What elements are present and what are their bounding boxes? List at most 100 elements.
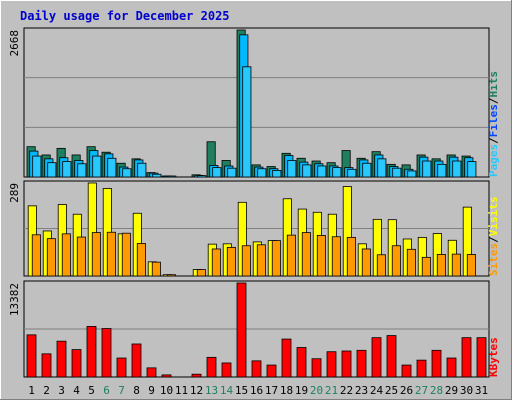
bar-pages-day-28 [437,163,447,178]
bar-sites-day-10 [166,274,176,277]
bar-pages-day-1 [32,155,42,178]
x-tick-label-day-24: 24 [370,384,384,397]
side-label-hits: Hits [487,71,500,98]
x-tick-label-day-2: 2 [43,384,50,397]
x-tick-label-day-28: 28 [430,384,443,397]
bar-kbytes-day-23 [356,349,367,378]
bar-sites-day-24 [376,254,386,277]
bar-kbytes-day-4 [71,349,82,378]
bar-pages-day-10 [167,175,177,178]
bar-pages-day-9 [152,173,162,178]
side-label-hits-files-pages: Pages/Files/Hits [487,71,500,177]
bar-kbytes-day-14 [221,362,232,378]
bar-pages-day-27 [422,160,432,178]
bar-sites-day-19 [301,232,311,277]
bar-kbytes-day-25 [386,335,397,378]
side-label-separator: / [487,137,500,144]
x-tick-label-day-21: 21 [325,384,338,397]
x-tick-label-day-4: 4 [73,384,80,397]
bar-sites-day-30 [466,254,476,277]
x-tick-label-day-11: 11 [175,384,188,397]
bar-sites-day-15 [241,245,251,277]
x-tick-label-day-27: 27 [415,384,428,397]
ymax-label: 289 [8,183,21,203]
bar-kbytes-day-17 [266,364,277,378]
x-tick-label-day-29: 29 [445,384,458,397]
side-label-visits-sites: Sites/Visits [487,197,500,277]
x-tick-label-day-6: 6 [103,384,110,397]
x-tick-label-day-12: 12 [190,384,203,397]
bar-sites-day-13 [211,248,221,277]
x-tick-label-day-7: 7 [118,384,125,397]
bar-kbytes-day-1 [26,334,37,378]
bar-sites-day-20 [316,235,326,277]
bar-pages-day-13 [212,167,222,178]
bar-sites-day-7 [121,232,131,277]
bar-kbytes-day-29 [446,357,457,378]
bar-sites-day-26 [406,248,416,277]
bar-pages-day-20 [317,165,327,178]
x-tick-label-day-3: 3 [58,384,65,397]
x-tick-label-day-20: 20 [310,384,323,397]
side-label-separator: / [487,236,500,243]
bar-kbytes-day-21 [326,351,337,378]
bar-sites-day-25 [391,245,401,277]
x-tick-label-day-14: 14 [220,384,234,397]
bar-kbytes-day-26 [401,364,412,378]
bar-pages-day-4 [77,163,87,178]
bar-pages-day-14 [227,167,237,178]
side-label-sites: Sites [487,243,500,276]
bar-pages-day-18 [287,160,297,178]
bar-kbytes-day-19 [296,347,307,378]
bar-kbytes-day-30 [461,337,472,378]
x-tick-label-day-5: 5 [88,384,95,397]
bar-kbytes-day-20 [311,358,322,378]
bar-pages-day-19 [302,164,312,178]
bar-sites-day-2 [46,238,56,277]
x-tick-label-day-19: 19 [295,384,308,397]
bar-sites-day-3 [61,233,71,277]
bar-pages-day-12 [197,175,207,178]
bar-sites-day-17 [271,240,281,277]
side-label-kbytes: KBytes [487,337,500,377]
ymax-label: 13382 [8,283,21,316]
bar-pages-day-8 [137,162,147,178]
bar-sites-day-27 [421,256,431,277]
x-tick-label-day-8: 8 [133,384,140,397]
bar-pages-day-29 [452,160,462,178]
x-tick-label-day-15: 15 [235,384,248,397]
bar-pages-day-15 [242,66,252,178]
bar-kbytes-day-10 [161,374,172,378]
bar-pages-day-5 [92,155,102,178]
bar-sites-day-16 [256,244,266,277]
x-tick-label-day-31: 31 [475,384,488,397]
x-tick-label-day-25: 25 [385,384,398,397]
bar-pages-day-6 [107,157,117,178]
bar-pages-day-23 [362,162,372,178]
bar-pages-day-25 [392,167,402,178]
bar-sites-day-29 [451,253,461,277]
x-tick-label-day-17: 17 [265,384,278,397]
bar-kbytes-day-5 [86,326,97,378]
bar-pages-day-17 [272,169,282,178]
bar-sites-day-23 [361,248,371,277]
x-tick-label-day-23: 23 [355,384,368,397]
bar-kbytes-day-15 [236,282,247,378]
bar-pages-day-21 [332,167,342,178]
side-label-files: Files [487,104,500,137]
bar-sites-day-14 [226,246,236,277]
bar-sites-day-5 [91,232,101,277]
chart-title: Daily usage for December 2025 [20,9,230,23]
bar-kbytes-day-22 [341,350,352,378]
side-label-separator: / [487,97,500,104]
bar-kbytes-day-3 [56,340,67,378]
bar-kbytes-day-6 [101,328,112,378]
bar-kbytes-day-12 [191,373,202,378]
bar-kbytes-day-24 [371,337,382,378]
x-tick-label-day-22: 22 [340,384,353,397]
bar-kbytes-day-18 [281,338,292,378]
bar-pages-day-30 [467,161,477,178]
x-tick-label-day-9: 9 [148,384,155,397]
bar-pages-day-24 [377,158,387,178]
